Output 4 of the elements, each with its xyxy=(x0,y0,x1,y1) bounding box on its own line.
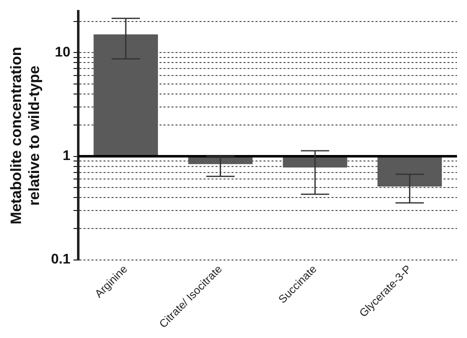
y-tick-label: 10 xyxy=(54,43,71,60)
y-tick-label: 1 xyxy=(62,147,71,164)
y-axis-title: Metabolite concentration relative to wild-type xyxy=(8,46,44,224)
y-tick-label: 0.1 xyxy=(50,250,71,267)
